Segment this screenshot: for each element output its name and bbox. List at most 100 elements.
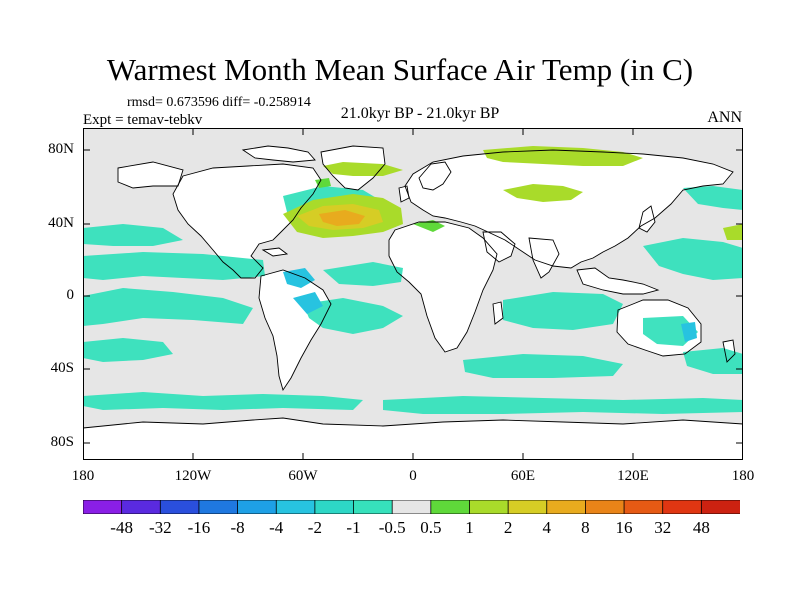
west-pacific-cool	[643, 238, 743, 280]
colorbar-tick-label: -48	[110, 518, 133, 537]
colorbar-tick-label: 8	[581, 518, 590, 537]
colorbar-tick-label: -8	[230, 518, 245, 537]
colorbar-swatch	[314, 500, 355, 514]
colorbar-swatch	[585, 500, 625, 514]
south-america-east-stronger	[293, 292, 323, 314]
lat-label-80n: 80N	[48, 141, 74, 157]
colorbar-swatch	[121, 500, 162, 514]
colorbar-swatch	[546, 500, 587, 514]
africa-coast	[388, 221, 498, 353]
eurasia-land	[405, 150, 733, 268]
lon-label-60w: 60W	[288, 468, 318, 484]
antarctica-land	[83, 418, 743, 460]
north-america-land	[173, 164, 321, 278]
colorbar-tick-label: -32	[148, 518, 172, 537]
africa-land	[389, 222, 497, 352]
lon-label-120w: 120W	[174, 468, 212, 484]
indonesia-land	[577, 268, 658, 294]
south-pacific-cool	[83, 288, 253, 326]
lat-label-80s: 80S	[50, 434, 74, 450]
colorbar-tick-label: -1	[346, 518, 361, 537]
greenland-coast	[320, 145, 386, 191]
colorbar-tick-label: 1	[465, 518, 474, 537]
east-pacific-south-cool	[683, 348, 743, 374]
colorbar-swatch	[469, 500, 510, 514]
south-atlantic-cool	[303, 298, 403, 334]
colorbar-tick-label: 0.5	[420, 518, 442, 537]
equatorial-atlantic-cool	[323, 262, 403, 286]
japan-coast	[638, 205, 656, 233]
tropical-pacific-cool	[83, 252, 265, 280]
colorbar-swatch	[198, 500, 239, 514]
lon-label-180w: 180	[71, 468, 95, 484]
arabia-land	[483, 232, 515, 262]
lon-label-0: 0	[409, 468, 417, 484]
colorbar	[83, 500, 740, 514]
scandinavia-coast	[418, 161, 452, 191]
rmsd-diff-stats: rmsd= 0.673596 diff= -0.258914	[127, 95, 311, 110]
colorbar-swatch	[700, 500, 740, 514]
colorbar-swatch	[83, 500, 123, 514]
north-america-coast	[172, 163, 322, 279]
pacific-nw-cool	[83, 224, 183, 246]
arabia-coast	[482, 231, 516, 263]
india-coast	[528, 237, 560, 279]
colorbar-swatch	[275, 500, 316, 514]
colorbar-swatch	[353, 500, 394, 514]
chart-title: Warmest Month Mean Surface Air Temp (in …	[106, 52, 694, 87]
arctic-warm-small	[315, 178, 331, 188]
colorbar-swatch	[237, 500, 278, 514]
colorbar-swatch	[159, 500, 200, 514]
alaska-land	[118, 162, 183, 188]
colorbar-swatch	[662, 500, 703, 514]
south-america-coast	[258, 269, 332, 392]
madagascar-land	[493, 302, 503, 324]
colorbar-tick-label: 16	[615, 518, 633, 537]
north-atlantic-warmest	[319, 210, 365, 226]
barents-warm	[323, 162, 403, 176]
lon-label-60e: 60E	[510, 468, 536, 484]
season-label: ANN	[707, 109, 742, 126]
colorbar-tick-label: -2	[307, 518, 322, 537]
colorbar-swatch	[623, 500, 664, 514]
colorbar-tick-label: 4	[542, 518, 552, 537]
period-label: 21.0kyr BP - 21.0kyr BP	[340, 105, 500, 122]
indian-ocean-cool	[503, 292, 623, 330]
colorbar-tick-label: -4	[269, 518, 284, 537]
coastlines	[83, 145, 743, 429]
colorbar-tick-label: 32	[654, 518, 672, 537]
lat-label-40n: 40N	[48, 215, 74, 231]
indonesia-coast	[576, 267, 660, 295]
southern-ocean-east-cool	[383, 396, 743, 414]
caribbean-coast	[261, 247, 289, 257]
arctic-islands-coast	[241, 145, 316, 163]
colorbar-tick-label: -0.5	[378, 518, 406, 537]
british-isles-coast	[398, 185, 410, 203]
north-pacific-east-cool	[683, 186, 743, 210]
siberia-warm	[503, 184, 583, 202]
antarctica-coast	[83, 417, 743, 429]
south-pacific-band	[83, 338, 173, 362]
mediterranean-warm	[413, 220, 445, 232]
lon-label-180e: 180	[731, 468, 755, 484]
lat-label-0: 0	[66, 287, 75, 303]
new-zealand-coast	[722, 339, 736, 363]
lat-label-40s: 40S	[50, 360, 74, 376]
australia-coast	[616, 299, 702, 357]
colorbar-tick-label: 48	[692, 518, 710, 537]
colorbar-tick-label: 2	[503, 518, 513, 537]
colorbar-swatch	[391, 500, 432, 514]
alaska-coast	[117, 161, 184, 189]
madagascar-coast	[492, 301, 504, 325]
colorbar-swatch	[430, 500, 471, 514]
colorbar-swatch	[507, 500, 548, 514]
north-pacific-warm	[723, 224, 743, 240]
lon-label-120e: 120E	[617, 468, 649, 484]
indian-ocean-south-cool	[463, 354, 623, 378]
india-land	[529, 238, 559, 278]
southern-ocean-cool	[83, 392, 363, 410]
axis-ticks	[83, 128, 743, 460]
australia-east-stronger	[681, 322, 697, 342]
experiment-label: Expt = temav-tebkv	[83, 112, 203, 128]
colorbar-tick-label: -16	[187, 518, 211, 537]
